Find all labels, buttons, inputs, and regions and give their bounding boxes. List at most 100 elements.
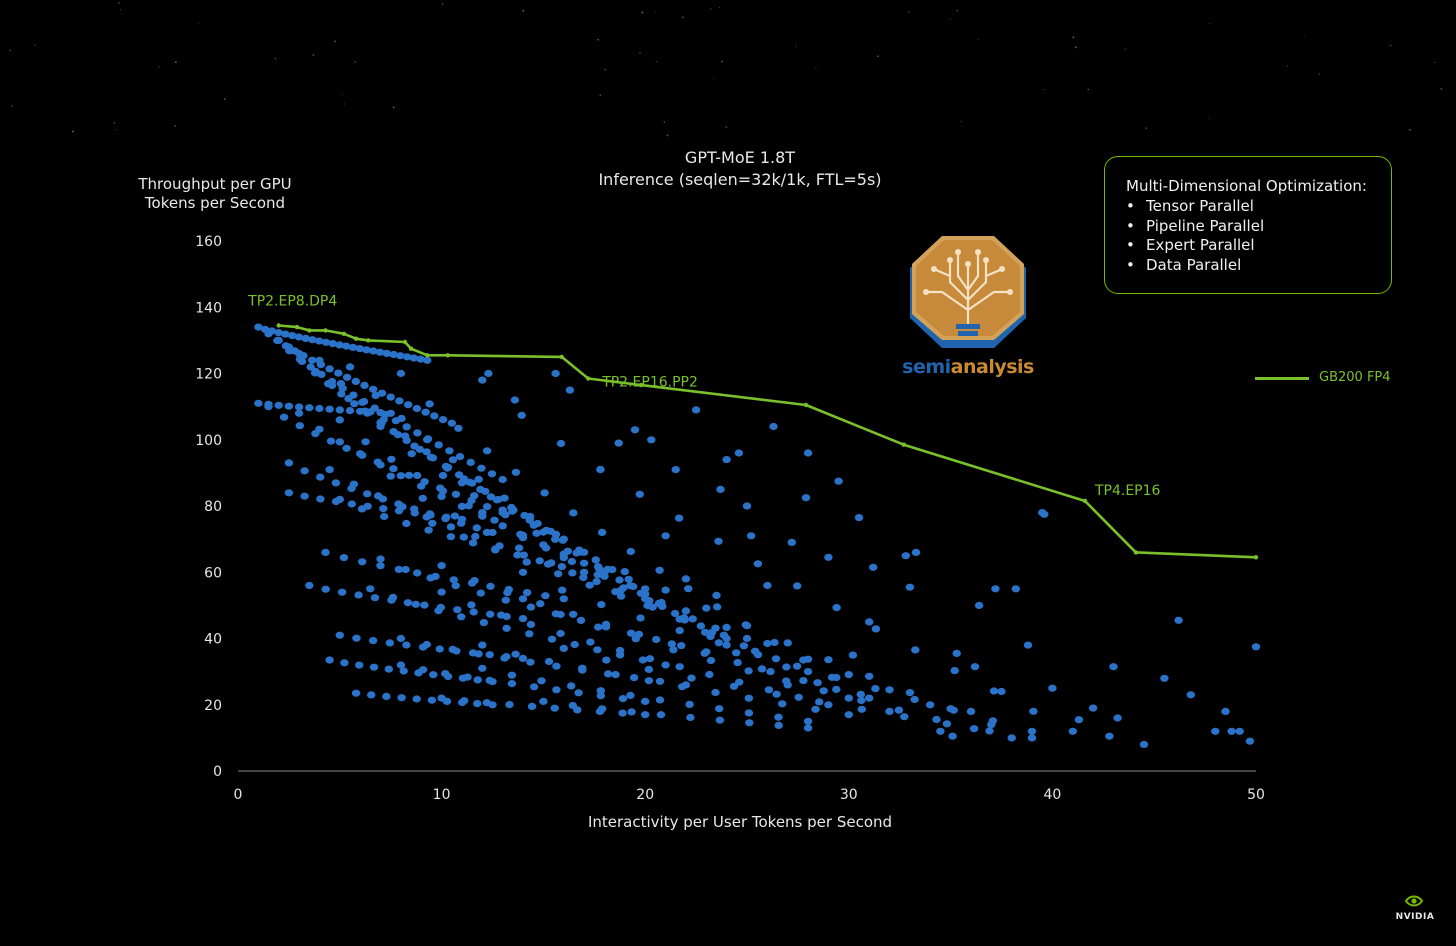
scatter-point	[948, 732, 957, 740]
scatter-point	[397, 414, 406, 422]
scatter-point	[503, 589, 512, 597]
scatter-point	[1007, 734, 1016, 742]
scatter-point	[369, 663, 379, 671]
background-star	[907, 11, 910, 13]
scatter-point	[396, 352, 405, 360]
scatter-point	[857, 696, 866, 705]
scatter-point	[264, 403, 273, 411]
scatter-point	[763, 639, 772, 648]
scatter-point	[803, 717, 813, 725]
scatter-point	[500, 654, 509, 662]
scatter-point	[487, 470, 497, 478]
scatter-point	[655, 566, 664, 574]
scatter-point	[423, 436, 432, 444]
scatter-point	[376, 409, 385, 417]
scatter-point	[502, 624, 511, 632]
scatter-point	[616, 592, 626, 600]
background-star	[597, 38, 600, 41]
scatter-point	[901, 552, 910, 560]
background-star	[174, 61, 177, 64]
scatter-point	[691, 406, 701, 414]
scatter-point	[799, 677, 808, 685]
scatter-point	[430, 412, 439, 420]
scatter-point	[284, 459, 294, 467]
scatter-point	[1211, 727, 1220, 735]
scatter-point	[541, 592, 550, 600]
background-star	[1208, 23, 1210, 25]
background-star	[877, 55, 879, 58]
scatter-point	[518, 534, 528, 542]
scatter-point	[376, 461, 385, 469]
scatter-point	[345, 407, 355, 415]
scatter-point	[529, 521, 538, 529]
scatter-point	[705, 670, 714, 679]
scatter-point	[815, 698, 824, 706]
scatter-point	[527, 702, 537, 711]
scatter-point	[745, 719, 754, 727]
scatter-point	[518, 568, 528, 576]
background-star	[815, 67, 817, 69]
scatter-point	[477, 464, 486, 472]
scatter-point	[486, 582, 495, 590]
scatter-point	[753, 651, 763, 659]
scatter-point	[966, 707, 976, 716]
scatter-point	[526, 658, 535, 666]
scatter-point	[716, 485, 725, 493]
scatter-point	[1023, 641, 1033, 649]
scatter-point	[844, 694, 853, 702]
scatter-point	[342, 444, 351, 452]
scatter-point	[1139, 740, 1149, 749]
scatter-point	[537, 677, 546, 685]
scatter-point	[385, 639, 394, 647]
scatter-point	[844, 671, 853, 679]
scatter-point	[274, 401, 283, 409]
background-star	[663, 121, 666, 123]
background-star	[796, 45, 797, 47]
scatter-point	[769, 422, 778, 431]
scatter-point	[949, 706, 958, 714]
scatter-point	[681, 607, 691, 615]
scatter-point	[473, 676, 482, 684]
line-point	[1082, 498, 1088, 504]
scatter-point	[655, 677, 665, 685]
scatter-point	[376, 555, 385, 563]
x-tick-labels: 0 10 20 30 40 50	[234, 787, 1265, 803]
scatter-point	[366, 408, 375, 416]
scatter-point	[706, 656, 716, 665]
scatter-point	[486, 493, 496, 501]
scatter-point	[357, 505, 367, 513]
scatter-point	[355, 345, 364, 353]
scatter-point	[457, 502, 467, 510]
scatter-point	[1027, 727, 1037, 735]
scatter-point	[764, 686, 774, 694]
scatter-point	[865, 618, 874, 626]
scatter-point	[396, 369, 406, 378]
scatter-point	[988, 717, 998, 725]
scatter-point	[854, 514, 864, 522]
scatter-point	[526, 620, 536, 629]
scatter-point	[394, 565, 403, 574]
scatter-point	[519, 551, 528, 559]
scatter-point	[301, 334, 310, 342]
line-point	[638, 382, 644, 388]
scatter-point	[618, 695, 628, 703]
scatter-point	[316, 495, 325, 503]
scatter-point	[989, 687, 999, 695]
scatter-point	[465, 478, 474, 486]
scatter-point	[382, 692, 391, 701]
scatter-point	[404, 401, 413, 409]
scatter-point	[471, 532, 480, 541]
background-star	[639, 52, 641, 54]
scatter-point	[556, 439, 566, 448]
scatter-point	[445, 447, 454, 455]
scatter-point	[459, 533, 468, 541]
x-tick-label: 10	[433, 787, 451, 803]
background-star	[682, 16, 684, 19]
scatter-point	[478, 508, 487, 517]
background-star	[1209, 117, 1210, 119]
line-point	[1133, 550, 1139, 555]
scatter-point	[348, 343, 358, 351]
scatter-point	[624, 575, 633, 583]
scatter-point	[284, 489, 294, 497]
